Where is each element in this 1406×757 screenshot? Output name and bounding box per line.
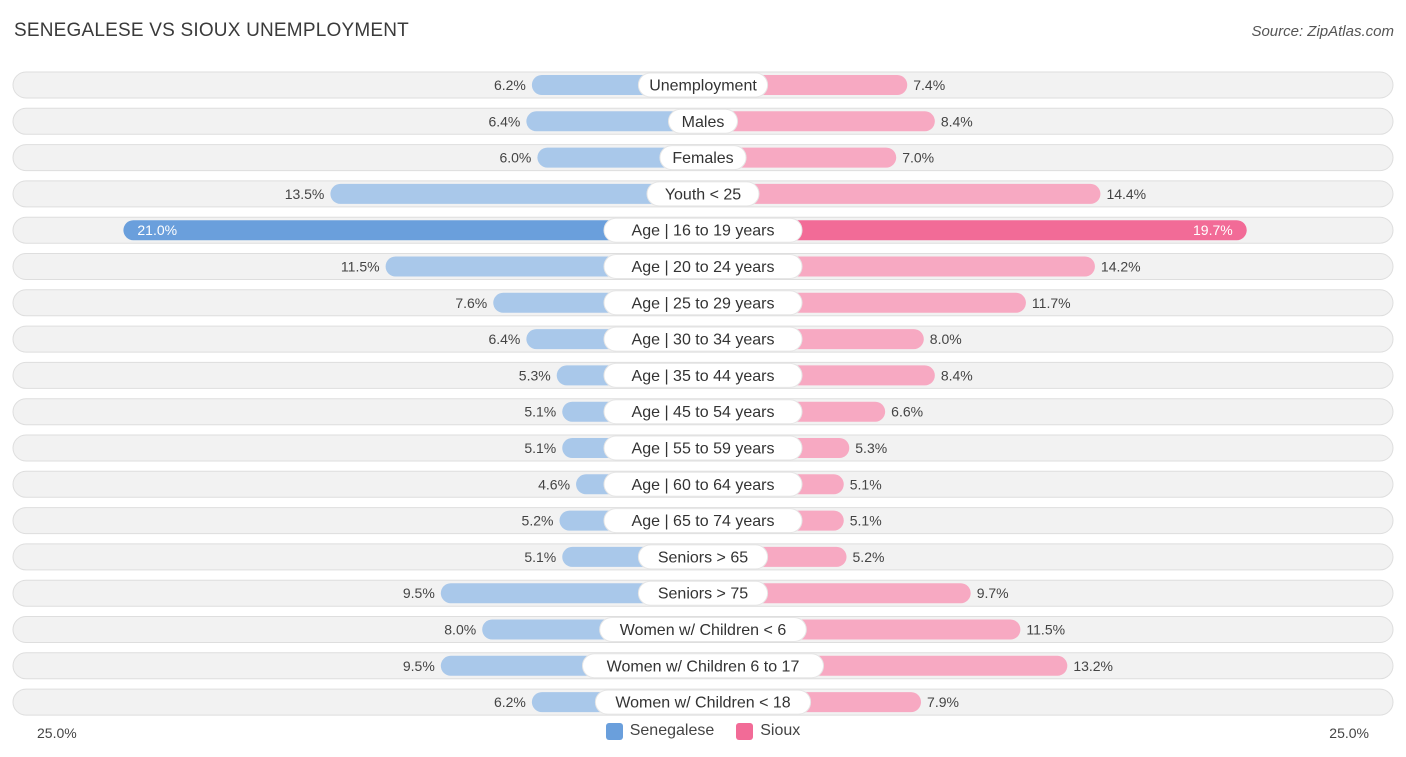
legend-label-senegalese: Senegalese — [629, 722, 715, 739]
value-label-senegalese: 5.2% — [522, 513, 554, 529]
category-label: Age | 35 to 44 years — [632, 368, 775, 385]
legend-item-sioux[interactable]: Sioux — [736, 722, 800, 740]
category-pill — [637, 72, 769, 98]
category-label: Age | 20 to 24 years — [632, 259, 775, 276]
category-pill — [594, 689, 812, 715]
category-pill — [603, 508, 803, 534]
value-label-sioux: 9.7% — [977, 585, 1009, 601]
category-label: Seniors > 65 — [658, 549, 748, 566]
bar-sioux — [703, 583, 971, 604]
legend: Senegalese Sioux — [0, 722, 1406, 740]
value-label-senegalese: 7.6% — [455, 295, 487, 311]
category-pill — [599, 617, 807, 642]
value-label-senegalese: 5.1% — [524, 440, 556, 456]
category-label: Women w/ Children < 18 — [615, 695, 790, 712]
category-label: Women w/ Children 6 to 17 — [607, 658, 800, 675]
category-pill — [603, 435, 803, 461]
value-label-sioux: 14.2% — [1101, 259, 1141, 275]
value-label-senegalese: 6.0% — [499, 150, 531, 166]
value-label-sioux: 5.1% — [850, 476, 882, 492]
value-label-senegalese: 8.0% — [444, 622, 476, 638]
category-pill — [603, 217, 803, 243]
category-pill — [582, 653, 824, 679]
bar-sioux — [703, 183, 1101, 204]
bar-senegalese — [440, 583, 703, 604]
legend-label-sioux: Sioux — [760, 722, 801, 739]
value-label-sioux: 8.4% — [941, 113, 973, 129]
value-label-senegalese: 11.5% — [341, 259, 380, 275]
category-label: Women w/ Children < 6 — [620, 622, 787, 639]
value-label-sioux: 5.3% — [855, 440, 887, 456]
legend-swatch-senegalese — [605, 722, 623, 740]
category-label: Age | 30 to 34 years — [632, 332, 775, 349]
value-label-senegalese: 5.3% — [519, 367, 551, 383]
value-label-sioux: 11.5% — [1026, 622, 1065, 638]
chart-title: SENEGALESE VS SIOUX UNEMPLOYMENT — [14, 20, 409, 41]
value-label-sioux: 8.0% — [930, 331, 962, 347]
category-pill — [668, 108, 738, 134]
bar-senegalese — [526, 111, 703, 132]
value-label-senegalese: 4.6% — [538, 476, 570, 492]
category-pill — [603, 399, 803, 425]
category-pill — [603, 254, 803, 279]
category-pill — [603, 471, 803, 497]
value-label-senegalese: 6.4% — [488, 331, 520, 347]
value-label-sioux: 7.9% — [927, 694, 959, 710]
value-label-sioux: 7.4% — [913, 77, 945, 93]
category-label: Youth < 25 — [665, 186, 741, 203]
category-label: Age | 60 to 64 years — [632, 477, 775, 494]
category-label: Age | 55 to 59 years — [632, 441, 775, 458]
value-label-sioux: 5.2% — [853, 549, 885, 565]
value-label-senegalese: 9.5% — [403, 585, 435, 601]
category-label: Seniors > 75 — [658, 586, 748, 603]
value-label-senegalese: 6.4% — [488, 113, 520, 129]
value-label-senegalese: 6.2% — [494, 694, 526, 710]
category-label: Females — [672, 150, 733, 167]
value-label-sioux: 14.4% — [1106, 186, 1146, 202]
category-pill — [659, 145, 747, 171]
value-label-sioux: 11.7% — [1032, 295, 1071, 311]
value-label-senegalese: 9.5% — [403, 658, 435, 674]
category-label: Unemployment — [649, 78, 757, 95]
value-label-senegalese: 13.5% — [285, 186, 325, 202]
category-label: Age | 45 to 54 years — [632, 404, 775, 421]
category-pill — [603, 362, 803, 388]
bar-sioux — [703, 147, 897, 168]
category-label: Age | 25 to 29 years — [632, 295, 775, 312]
value-label-sioux: 7.0% — [902, 150, 934, 166]
value-label-sioux: 13.2% — [1073, 658, 1113, 674]
category-pill — [637, 580, 769, 606]
axis-label-right: 25.0% — [1329, 725, 1369, 741]
legend-item-senegalese[interactable]: Senegalese — [605, 722, 715, 740]
bar-sioux — [703, 220, 1247, 241]
category-label: Age | 65 to 74 years — [632, 513, 775, 530]
value-label-senegalese: 5.1% — [524, 549, 556, 565]
value-label-sioux: 5.1% — [850, 513, 882, 529]
value-label-senegalese: 6.2% — [494, 77, 526, 93]
category-label: Males — [682, 114, 725, 131]
category-pill — [637, 544, 769, 570]
bar-senegalese — [330, 183, 703, 204]
bar-sioux — [703, 111, 935, 132]
axis-label-left: 25.0% — [37, 725, 77, 741]
value-label-sioux: 19.7% — [1193, 222, 1233, 238]
category-pill — [603, 290, 803, 316]
legend-swatch-sioux — [736, 722, 754, 740]
source-note: Source: ZipAtlas.com — [1251, 23, 1394, 40]
category-label: Age | 16 to 19 years — [632, 223, 775, 240]
value-label-senegalese: 21.0% — [137, 222, 177, 238]
value-label-sioux: 6.6% — [891, 404, 923, 420]
value-label-senegalese: 5.1% — [524, 404, 556, 420]
value-label-sioux: 8.4% — [941, 367, 973, 383]
bar-senegalese — [123, 220, 703, 241]
category-pill — [603, 326, 803, 352]
category-pill — [646, 181, 760, 207]
